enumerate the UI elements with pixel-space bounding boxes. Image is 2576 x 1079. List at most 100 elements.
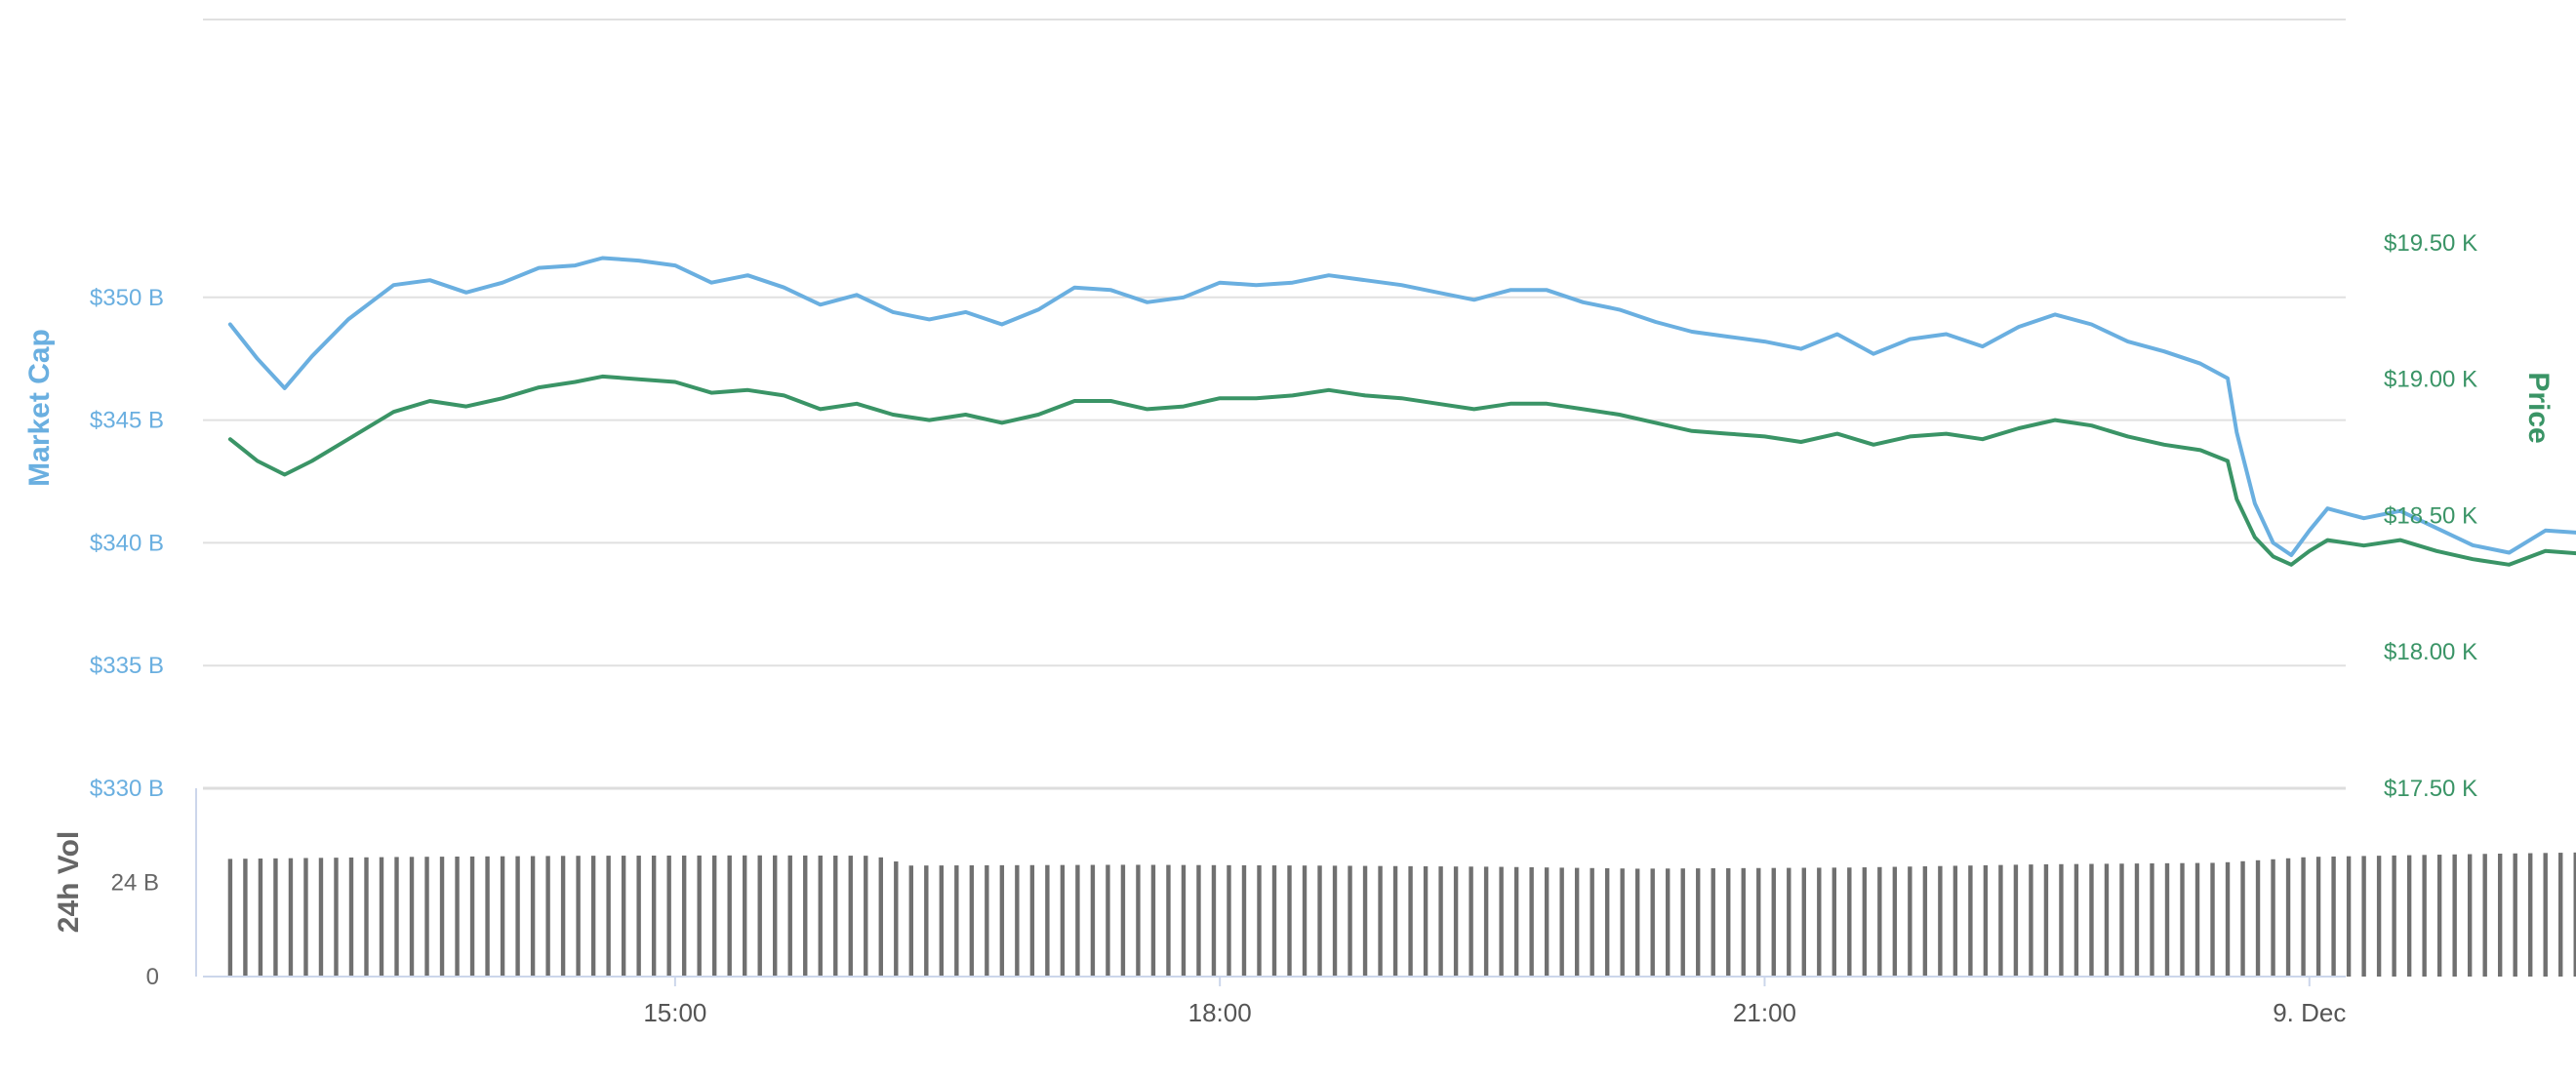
volume-bar [394,857,399,977]
volume-bars [227,852,2576,977]
volume-bar [727,855,732,977]
volume-bar [2301,857,2306,977]
price-tick-label: $19.50 K [2384,230,2477,257]
volume-bar [545,856,550,977]
market-cap-tick-label: $350 B [90,285,164,311]
volume-bar [2497,854,2503,977]
volume-bar [1756,867,1761,977]
volume-bar [1680,868,1685,977]
volume-bar [1908,866,1912,977]
volume-bar [1483,866,1489,977]
volume-bar [711,855,717,977]
volume-bar [1060,864,1066,977]
volume-bar [2482,854,2487,977]
volume-bar [2089,863,2094,977]
volume-bar [1862,867,1868,977]
axes: $330 B $335 B $340 B $345 B $350 B $17.50 K $1… [90,230,2477,1027]
volume-tick-label: 0 [146,964,159,990]
volume-bar [803,855,808,977]
volume-bar [1166,864,1171,977]
volume-bar [2225,861,2231,977]
volume-bar [2452,854,2457,977]
series-lines [227,256,2576,567]
volume-bar [2422,855,2427,977]
volume-bar [1574,867,1580,977]
volume-bar [1650,868,1655,977]
volume-bar [636,856,641,977]
volume-bar [1892,866,1898,977]
volume-bar [1045,864,1050,977]
volume-bar [621,856,626,977]
volume-bar [576,856,581,977]
volume-bar [2392,855,2396,977]
volume-bar [2059,863,2064,977]
volume-bar [1952,865,1958,977]
volume-bar [1968,865,1973,977]
volume-bar [999,864,1005,977]
volume-axis-title: 24h Vol [53,831,85,933]
volume-bar [1831,867,1837,977]
volume-bar [1696,868,1701,977]
volume-bar [2029,864,2033,977]
market-cap-tick-label: $340 B [90,530,164,556]
volume-bar [318,858,324,977]
volume-bar [1227,864,1231,977]
volume-bar [1408,865,1413,977]
volume-bar [2285,858,2291,977]
volume-bar [1499,866,1504,977]
volume-bar [954,865,959,977]
volume-bar [2315,857,2321,977]
volume-bar [2104,863,2110,977]
volume-bar [485,856,490,977]
volume-bar [787,855,792,977]
volume-bar [1469,866,1473,977]
volume-bar [1453,866,1459,977]
volume-bar [2255,859,2261,977]
volume-bar [2346,856,2352,977]
volume-bar [894,861,899,977]
volume-bar [455,857,460,977]
volume-bar [1726,867,1731,977]
x-tick-label: 21:00 [1733,998,1796,1027]
volume-bar [2134,863,2140,977]
volume-bar [743,855,747,977]
volume-bar [1590,867,1594,977]
market-cap-tick-label: $335 B [90,653,164,679]
volume-bar [1196,864,1201,977]
volume-bar [530,856,536,977]
volume-bar [1378,865,1383,977]
volume-bar [2013,864,2019,977]
volume-bar [334,858,339,977]
volume-bar [364,857,369,977]
volume-bar [833,856,838,977]
volume-bar [757,855,762,977]
volume-bar [1090,864,1096,977]
market-cap-line [227,256,2576,557]
volume-bar [1438,866,1443,977]
volume-bar [2164,862,2170,977]
volume-bar [1287,865,1292,977]
volume-bar [697,855,702,977]
volume-bar [439,857,445,977]
volume-bar [1847,867,1852,977]
volume-bar [2119,863,2124,977]
volume-bar [1181,864,1187,977]
volume-bar [1120,864,1126,977]
volume-bar [2043,863,2049,977]
x-tick-label: 18:00 [1188,998,1252,1027]
volume-bar [2467,854,2473,977]
volume-bar [2194,862,2200,977]
volume-bar [969,864,975,977]
price-tick-label: $17.50 K [2384,776,2477,802]
volume-bar [2543,853,2548,977]
volume-bar [2180,862,2185,977]
volume-bar [1666,868,1670,977]
volume-bar [1741,867,1746,977]
volume-bar [273,858,278,977]
volume-bar [1392,865,1398,977]
volume-bar [424,857,429,977]
volume-bar [1136,864,1141,977]
volume-bar [227,859,233,977]
volume-bar [2513,853,2517,977]
